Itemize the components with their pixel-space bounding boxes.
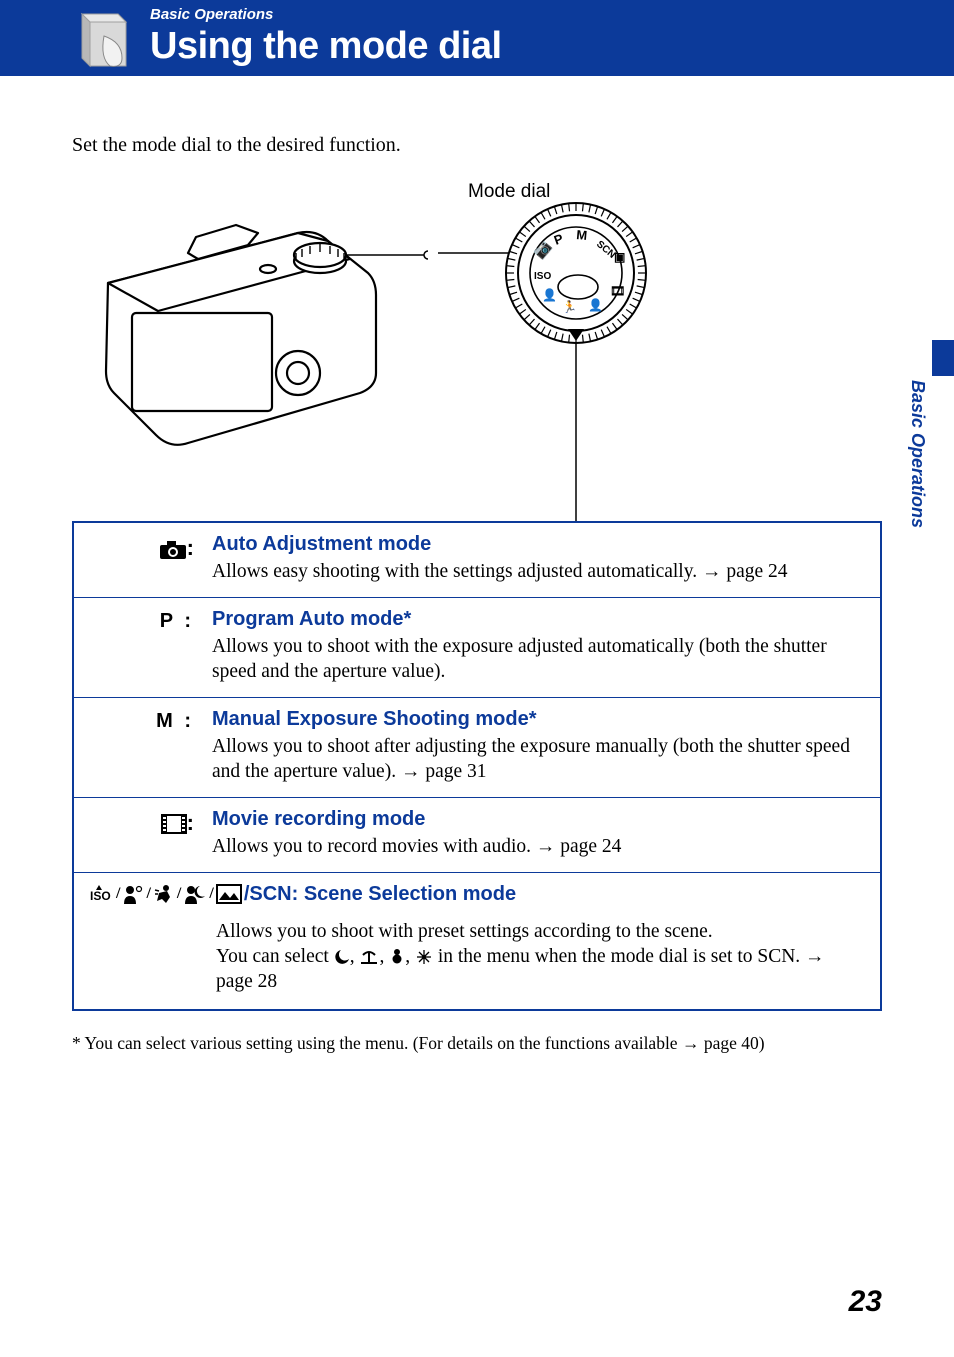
mode-name: Auto Adjustment mode	[212, 533, 864, 556]
mode-table: : Auto Adjustment mode Allows easy shoot…	[72, 521, 882, 1011]
svg-text:🎞: 🎞	[610, 284, 625, 298]
table-row: P : Program Auto mode* Allows you to sho…	[74, 598, 880, 698]
table-row: : Auto Adjustment mode Allows easy shoot…	[74, 523, 880, 598]
portrait-icon	[122, 884, 144, 904]
page-title: Using the mode dial	[150, 25, 502, 68]
table-row: M : Manual Exposure Shooting mode* Allow…	[74, 698, 880, 798]
mode-description: Allows easy shooting with the settings a…	[212, 560, 864, 585]
svg-text:👤: 👤	[588, 298, 603, 312]
movie-icon: :	[88, 808, 198, 860]
svg-text:ISO: ISO	[90, 889, 111, 903]
scene-mode-label: /SCN: Scene Selection mode	[244, 883, 516, 906]
mode-name: Manual Exposure Shooting mode*	[212, 708, 864, 731]
p-mode-icon: P :	[88, 608, 198, 685]
mode-description: Allows you to shoot after adjusting the …	[212, 735, 864, 785]
camera-icon: :	[88, 533, 198, 585]
table-row: : Movie recording mode Allows you to rec…	[74, 798, 880, 873]
table-row: ISO / / / / /SCN: Scene Selection mode A…	[74, 873, 880, 1009]
body-content: Set the mode dial to the desired functio…	[0, 76, 954, 1054]
header-badge-icon	[78, 8, 130, 72]
page-header: Basic Operations Using the mode dial	[0, 0, 954, 76]
svg-text:👤: 👤	[542, 288, 557, 302]
diagram-label: Mode dial	[468, 181, 550, 203]
snow-icon	[389, 948, 405, 966]
beach-icon	[359, 949, 379, 965]
fireworks-icon	[415, 948, 433, 966]
svg-text:M: M	[576, 227, 588, 243]
camera-illustration	[98, 203, 428, 463]
mode-dial-illustration: P M SCN 📷 ▣ ISO 👤 🏃 👤 🎞	[438, 201, 668, 521]
side-section-label: Basic Operations	[907, 380, 928, 528]
landscape-icon	[216, 884, 242, 904]
diagram-area: Mode dial	[98, 181, 882, 521]
scene-mode-desc-2: You can select , , , in the menu when th…	[216, 945, 864, 995]
footnote: * You can select various setting using t…	[72, 1033, 882, 1054]
scene-mode-header: ISO / / / / /SCN: Scene Selection mode	[88, 883, 864, 906]
mode-description: Allows you to shoot with the exposure ad…	[212, 635, 864, 685]
side-tab	[932, 340, 954, 376]
svg-text:▣: ▣	[614, 250, 625, 264]
svg-text:ISO: ISO	[534, 271, 551, 282]
mode-description: Allows you to record movies with audio. …	[212, 835, 864, 860]
intro-text: Set the mode dial to the desired functio…	[72, 134, 882, 157]
scene-mode-desc-1: Allows you to shoot with preset settings…	[216, 920, 864, 945]
night-portrait-icon	[183, 884, 207, 904]
m-mode-icon: M :	[88, 708, 198, 785]
section-label: Basic Operations	[150, 6, 273, 23]
moon-icon	[334, 949, 350, 965]
mode-name: Program Auto mode*	[212, 608, 864, 631]
page-number: 23	[849, 1285, 882, 1319]
iso-icon: ISO	[88, 884, 114, 904]
mode-name: Movie recording mode	[212, 808, 864, 831]
svg-text:🏃: 🏃	[562, 300, 577, 314]
sports-icon	[153, 884, 175, 904]
